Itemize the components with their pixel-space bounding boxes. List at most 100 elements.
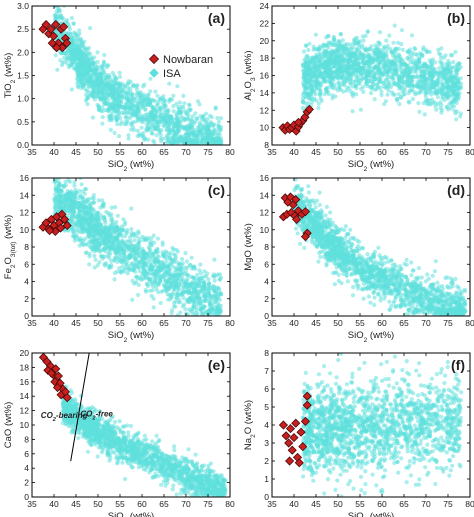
- isa-point: [217, 126, 222, 131]
- isa-point: [84, 96, 89, 101]
- isa-point: [70, 234, 75, 239]
- isa-point: [167, 81, 172, 86]
- isa-point: [381, 55, 386, 61]
- label-part: 3: [250, 77, 257, 81]
- isa-point: [315, 81, 320, 86]
- isa-point: [182, 142, 187, 145]
- isa-point: [328, 73, 333, 78]
- isa-point: [141, 265, 146, 270]
- isa-point: [115, 225, 120, 230]
- x-axis-label: SiO2 (wt%): [348, 159, 394, 173]
- isa-point: [107, 105, 112, 110]
- isa-point: [399, 42, 404, 47]
- isa-point: [108, 251, 113, 256]
- isa-point: [429, 59, 434, 64]
- isa-point: [95, 263, 100, 268]
- isa-point: [353, 52, 358, 58]
- isa-point: [171, 93, 176, 98]
- isa-point: [137, 269, 143, 274]
- isa-point: [113, 205, 118, 210]
- isa-point: [321, 42, 326, 47]
- isa-point: [371, 49, 376, 54]
- isa-point: [166, 124, 171, 129]
- isa-point: [145, 96, 150, 101]
- isa-point: [449, 69, 454, 75]
- isa-point: [107, 75, 112, 80]
- isa-point: [381, 63, 387, 68]
- isa-point: [133, 112, 138, 117]
- isa-point: [108, 127, 113, 132]
- isa-point: [316, 101, 321, 106]
- isa-point: [67, 179, 73, 184]
- isa-point: [391, 40, 396, 45]
- isa-point: [181, 105, 186, 110]
- isa-point: [100, 121, 105, 126]
- isa-point: [208, 113, 213, 118]
- isa-point: [385, 81, 390, 87]
- isa-point: [117, 266, 122, 271]
- isa-point: [147, 100, 153, 105]
- y-tick-label: 8: [264, 140, 269, 150]
- isa-point: [399, 28, 405, 33]
- isa-point: [335, 61, 340, 66]
- isa-point: [130, 297, 135, 302]
- x-tick-label: 55: [355, 147, 365, 157]
- isa-point: [386, 68, 392, 73]
- isa-point: [410, 53, 415, 58]
- isa-point: [330, 93, 335, 98]
- label-part: TiO: [3, 83, 14, 98]
- x-tick-label: 35: [27, 147, 37, 157]
- isa-point: [136, 292, 141, 298]
- isa-point: [392, 52, 398, 57]
- isa-point: [171, 304, 177, 309]
- isa-point: [218, 275, 224, 280]
- isa-point: [116, 113, 121, 118]
- isa-point: [171, 125, 176, 130]
- isa-point: [213, 106, 218, 111]
- isa-point: [301, 72, 306, 77]
- isa-point: [182, 101, 187, 106]
- isa-point: [93, 234, 98, 239]
- isa-point: [197, 268, 202, 273]
- isa-point: [96, 91, 101, 96]
- isa-point: [129, 232, 134, 238]
- label-part: 2: [124, 166, 128, 173]
- isa-point: [135, 105, 140, 110]
- isa-point: [164, 118, 169, 123]
- isa-point: [410, 65, 415, 70]
- isa-point: [173, 267, 178, 272]
- isa-point: [376, 62, 381, 67]
- isa-point: [309, 59, 314, 64]
- isa-point: [71, 40, 76, 45]
- isa-point: [146, 126, 151, 131]
- isa-point: [87, 262, 92, 267]
- isa-point: [169, 311, 174, 316]
- isa-point: [100, 91, 106, 96]
- y-tick-label: 2.5: [17, 24, 29, 34]
- x-tick-label: 70: [421, 147, 431, 157]
- isa-point: [143, 117, 148, 122]
- isa-point: [144, 289, 149, 294]
- isa-point: [346, 47, 351, 52]
- isa-point: [77, 238, 82, 243]
- isa-point: [301, 80, 306, 85]
- isa-point: [303, 60, 308, 65]
- isa-point: [75, 36, 80, 41]
- isa-point: [119, 120, 124, 125]
- isa-point: [122, 269, 127, 274]
- isa-point: [391, 92, 396, 97]
- label-part: 2: [250, 88, 257, 92]
- isa-point: [176, 137, 181, 142]
- nowbaran-point: [62, 38, 72, 48]
- label-part: (wt%): [127, 159, 154, 170]
- isa-point: [135, 116, 141, 121]
- y-tick-label: 14: [260, 88, 270, 98]
- isa-point: [134, 84, 139, 89]
- isa-point: [425, 64, 430, 69]
- isa-point: [310, 99, 315, 104]
- isa-point: [195, 134, 200, 139]
- isa-point: [178, 310, 183, 315]
- isa-point: [91, 95, 96, 100]
- isa-point: [82, 68, 87, 73]
- isa-point: [408, 59, 413, 65]
